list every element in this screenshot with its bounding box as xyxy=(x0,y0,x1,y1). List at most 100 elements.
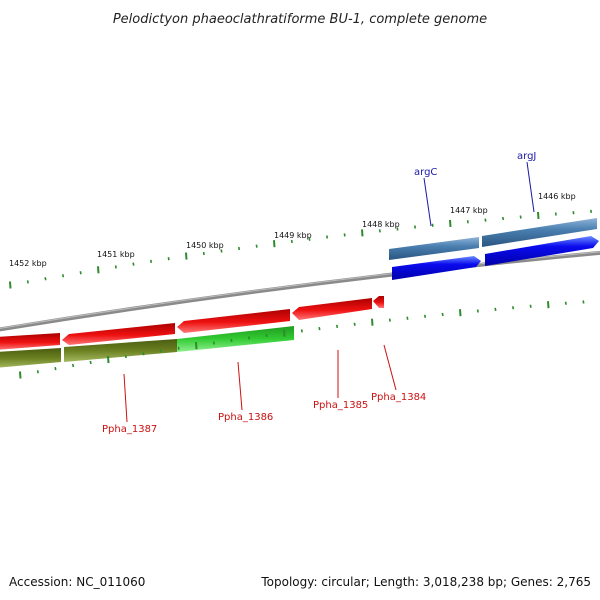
minor-tick xyxy=(62,274,65,278)
cog-block-partial xyxy=(0,348,61,368)
minor-tick xyxy=(114,265,117,269)
minor-tick xyxy=(564,301,567,305)
gene-arrow-Ppha_1387 xyxy=(62,323,175,345)
gene-arrow-Ppha_1385 xyxy=(292,298,372,320)
minor-tick xyxy=(590,209,593,214)
kbp-label: 1450 kbp xyxy=(186,241,224,250)
leader-line xyxy=(526,161,535,213)
kbp-tick-row-upper xyxy=(9,209,593,289)
kbp-label: 1446 kbp xyxy=(538,192,576,201)
major-tick xyxy=(97,266,100,274)
gene-label-Ppha_1384: Ppha_1384 xyxy=(371,392,426,403)
major-tick xyxy=(9,281,12,289)
minor-tick xyxy=(72,363,75,368)
minor-tick xyxy=(512,306,515,310)
reverse-cog-track xyxy=(0,326,294,368)
minor-tick xyxy=(142,352,145,356)
minor-tick xyxy=(326,235,329,239)
minor-tick xyxy=(336,324,339,329)
major-tick xyxy=(185,252,188,260)
minor-tick xyxy=(220,249,223,253)
kbp-label: 1449 kbp xyxy=(274,231,312,240)
leader-line xyxy=(237,361,243,411)
forward-cog-track xyxy=(389,218,597,260)
gene-label-argJ: argJ xyxy=(517,151,536,162)
accession-text: Accession: NC_011060 xyxy=(9,575,146,589)
minor-tick xyxy=(476,309,479,313)
major-tick xyxy=(547,301,550,309)
minor-tick xyxy=(177,346,180,350)
minor-tick xyxy=(248,336,251,340)
minor-tick xyxy=(519,215,522,219)
minor-tick xyxy=(290,239,293,244)
gene-label-Ppha_1386: Ppha_1386 xyxy=(218,412,273,423)
minor-tick xyxy=(54,367,57,371)
cog-block-Ppha_1386 xyxy=(177,326,294,352)
minor-tick xyxy=(318,326,321,331)
gene-arrow-argC xyxy=(392,256,481,280)
minor-tick xyxy=(26,280,29,284)
minor-tick xyxy=(300,329,303,333)
major-tick xyxy=(107,355,110,364)
major-tick xyxy=(283,329,286,337)
minor-tick xyxy=(167,257,170,261)
minor-tick xyxy=(124,355,127,359)
forward-gene-labels: argC argJ xyxy=(414,151,536,227)
minor-tick xyxy=(582,300,585,304)
minor-tick xyxy=(494,307,497,311)
minor-tick xyxy=(554,212,557,216)
major-tick xyxy=(273,240,276,248)
minor-tick xyxy=(150,259,153,264)
gene-arrow-argJ xyxy=(485,236,599,266)
minor-tick xyxy=(424,314,427,318)
minor-tick xyxy=(414,225,417,229)
minor-tick xyxy=(378,229,381,233)
genome-backbone xyxy=(0,250,600,332)
major-tick xyxy=(449,219,452,228)
minor-tick xyxy=(572,211,575,215)
major-tick xyxy=(459,309,462,317)
kbp-tick-row-lower xyxy=(19,300,585,379)
minor-tick xyxy=(308,237,311,241)
minor-tick xyxy=(388,318,391,322)
cog-block-argC xyxy=(389,237,479,260)
kbp-label: 1452 kbp xyxy=(9,259,47,268)
map-title: Pelodictyon phaeoclathratiforme BU-1, co… xyxy=(113,12,487,27)
gene-arrow-Ppha_1384 xyxy=(373,296,384,308)
minor-tick xyxy=(406,316,409,320)
minor-tick xyxy=(484,218,487,222)
gene-label-argC: argC xyxy=(414,167,437,178)
minor-tick xyxy=(89,360,92,365)
minor-tick xyxy=(238,246,241,251)
minor-tick xyxy=(396,227,399,231)
minor-tick xyxy=(160,349,163,353)
forward-cds-track xyxy=(392,236,599,280)
minor-tick xyxy=(202,251,205,256)
major-tick xyxy=(371,318,374,326)
minor-tick xyxy=(343,233,346,237)
minor-tick xyxy=(441,312,444,317)
minor-tick xyxy=(466,220,469,224)
kbp-labels: 1446 kbp 1447 kbp 1448 kbp 1449 kbp 1450… xyxy=(9,192,576,268)
minor-tick xyxy=(502,216,505,221)
cog-block-Ppha_1387 xyxy=(64,339,177,362)
kbp-label: 1451 kbp xyxy=(97,250,135,259)
major-tick xyxy=(537,211,540,220)
gene-label-Ppha_1385: Ppha_1385 xyxy=(313,400,368,411)
leader-line xyxy=(383,344,397,391)
kbp-label: 1447 kbp xyxy=(450,206,488,215)
gene-arrow-Ppha_1386 xyxy=(177,309,290,333)
minor-tick xyxy=(353,322,356,326)
leader-line xyxy=(123,373,128,423)
minor-tick xyxy=(44,277,47,281)
gene-arrow-partial xyxy=(0,333,60,350)
kbp-label: 1448 kbp xyxy=(362,220,400,229)
major-tick xyxy=(19,371,22,379)
minor-tick xyxy=(230,338,233,343)
minor-tick xyxy=(431,223,434,227)
major-tick xyxy=(195,342,198,350)
minor-tick xyxy=(36,370,39,374)
minor-tick xyxy=(212,341,215,345)
gene-label-Ppha_1387: Ppha_1387 xyxy=(102,424,157,435)
